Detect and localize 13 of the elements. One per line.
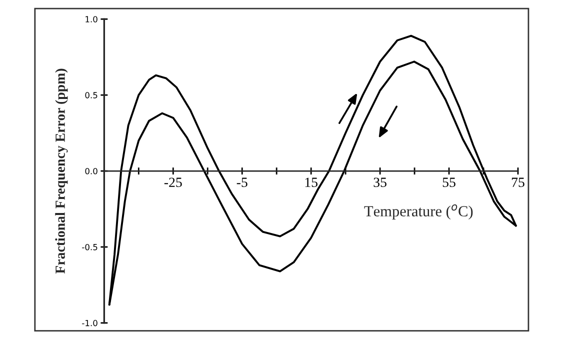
y-tick-label: -0.5 xyxy=(82,244,98,250)
x-tick-label: 75 xyxy=(512,178,524,188)
x-tick-label: -25 xyxy=(164,178,182,188)
x-tick-label: 35 xyxy=(374,178,386,188)
x-tick-label: 55 xyxy=(442,178,456,188)
y-tick-label: 1.0 xyxy=(86,16,98,22)
y-tick-label: 0.5 xyxy=(85,92,98,98)
y-tick-label: 0.0 xyxy=(85,168,98,174)
y-axis-title: Fractional Frequency Error (ppm) xyxy=(55,68,68,274)
x-tick-label: 15 xyxy=(305,178,318,188)
x-axis-title: Temperature ($^{o}$C) xyxy=(364,204,473,220)
y-tick-label: -1.0 xyxy=(82,320,98,326)
x-tick-label: -5 xyxy=(236,178,248,188)
